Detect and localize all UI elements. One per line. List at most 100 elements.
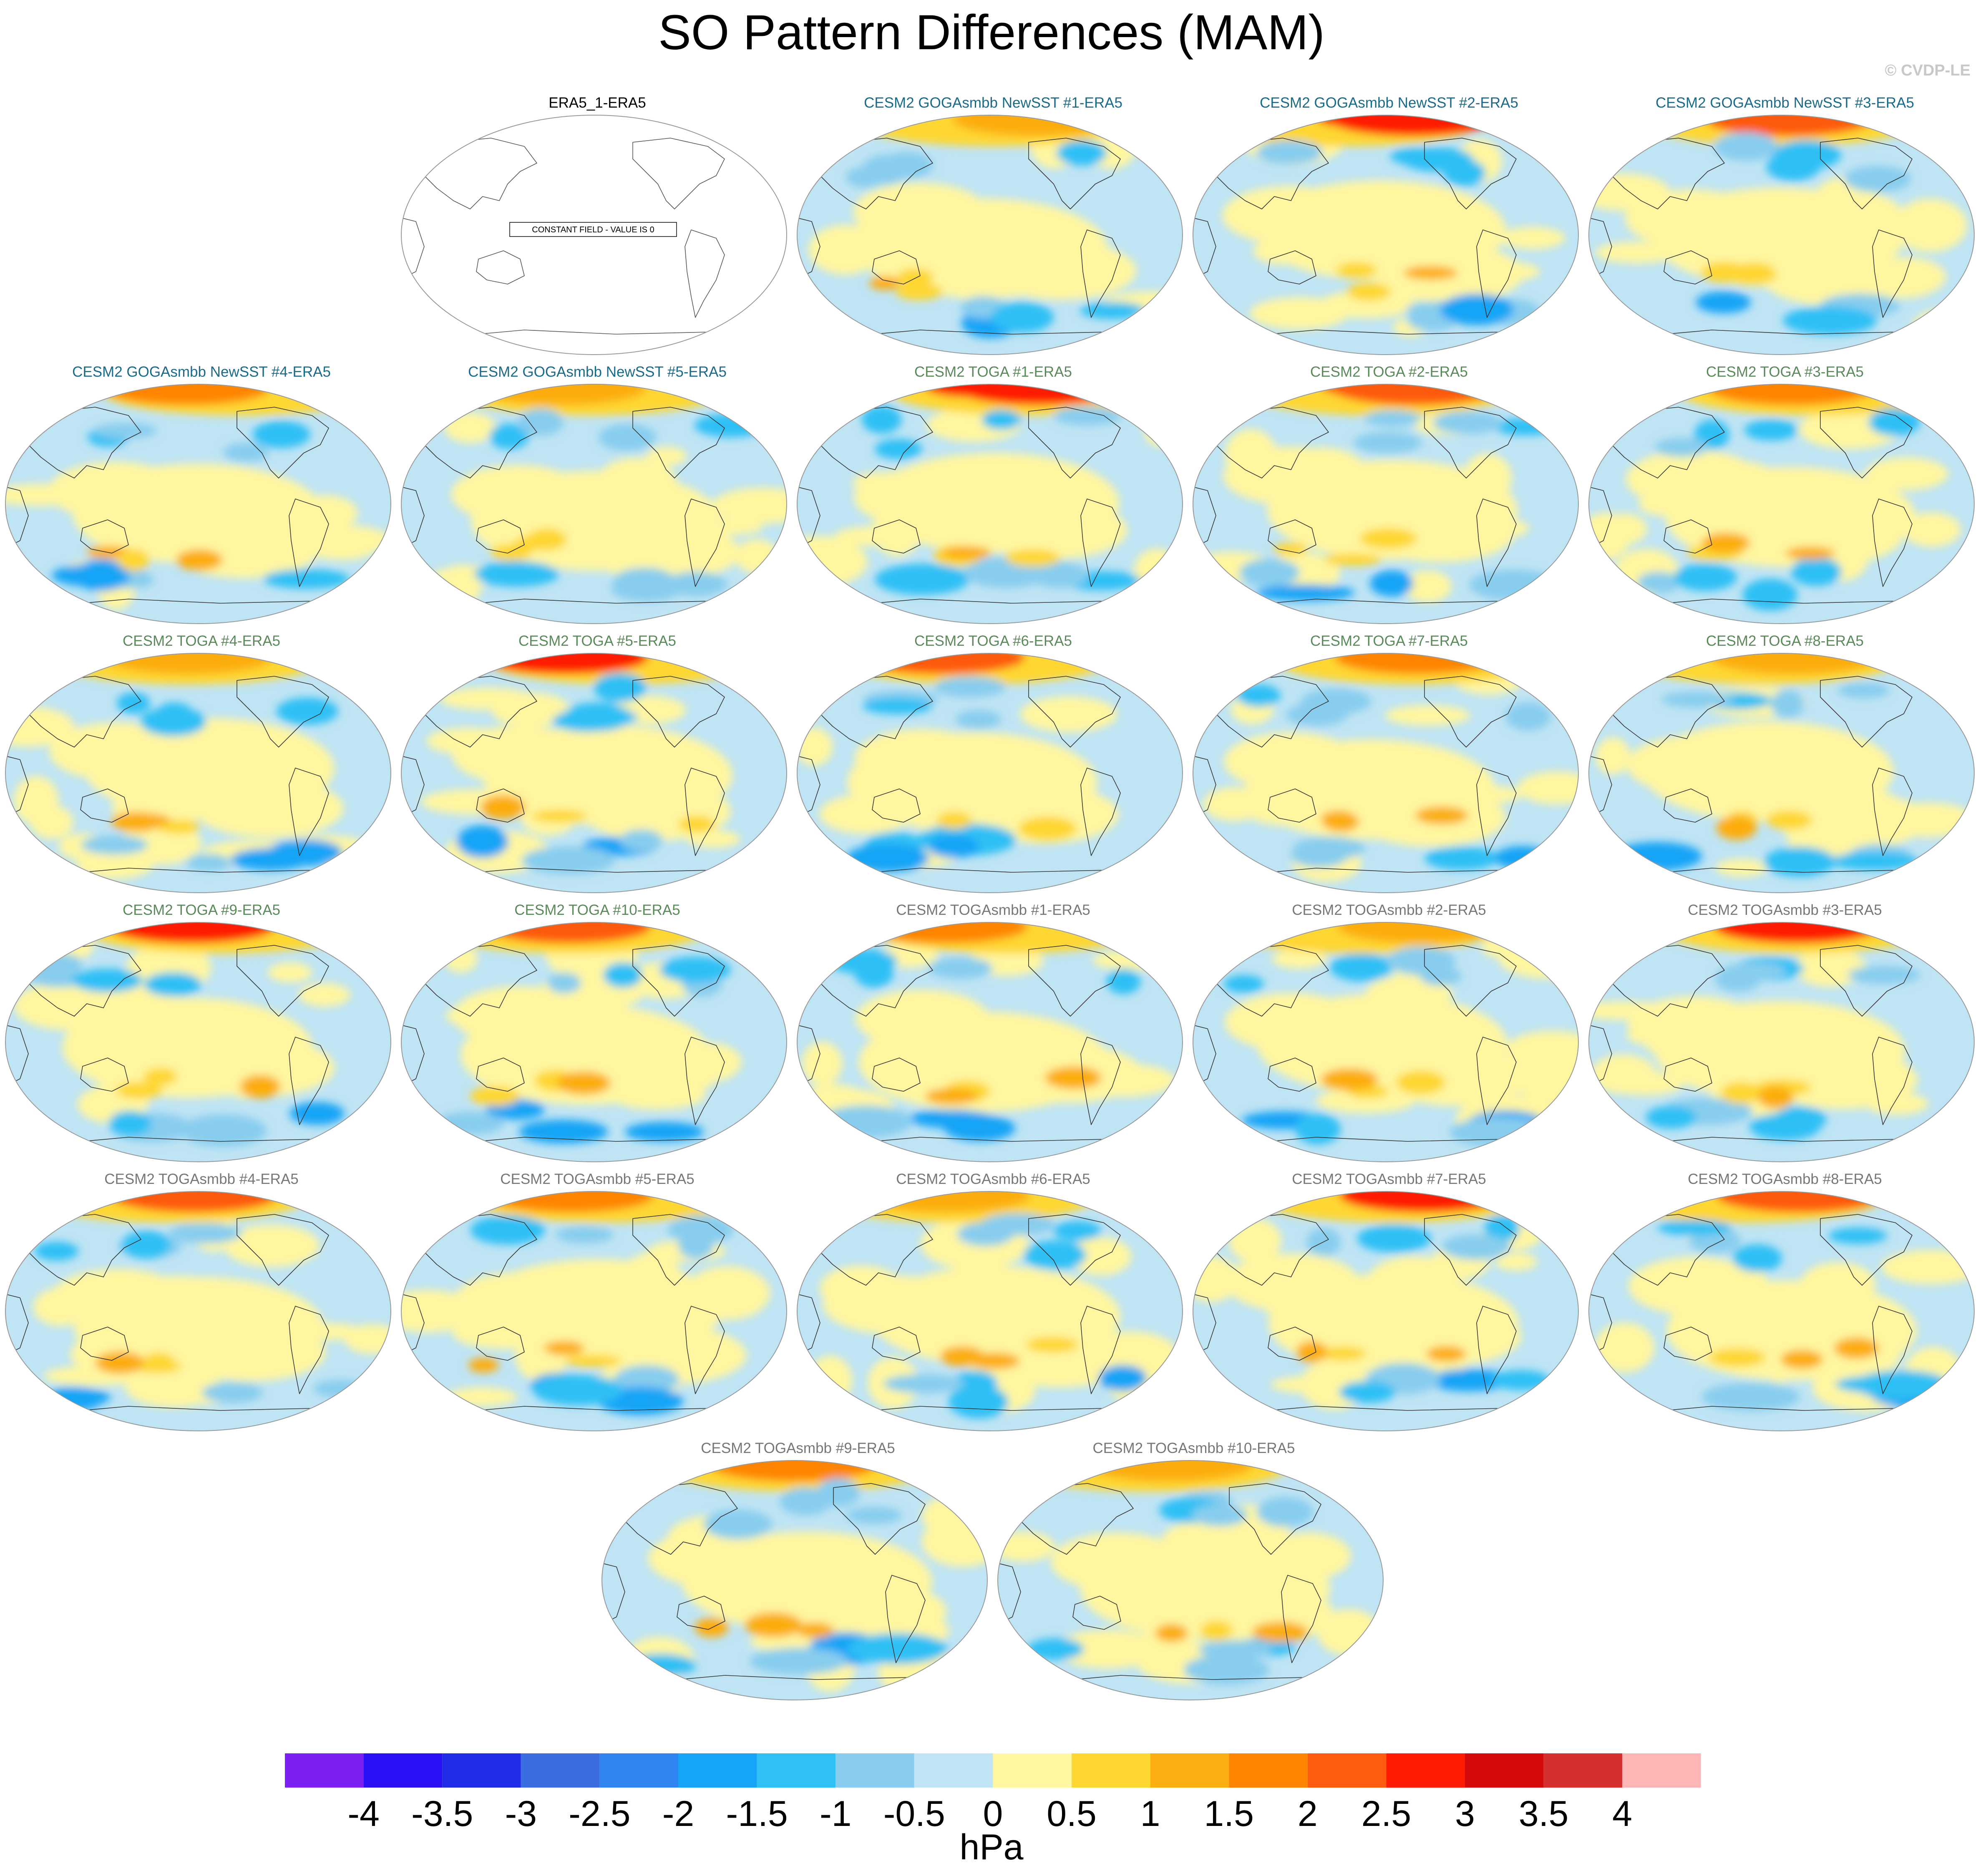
anomaly-contour bbox=[240, 1075, 281, 1099]
anomaly-contour bbox=[313, 1380, 367, 1398]
anomaly-contour bbox=[1762, 1335, 1798, 1383]
world-map bbox=[1588, 1191, 1975, 1431]
map-panel: CESM2 TOGAsmbb #1-ERA5 bbox=[795, 901, 1191, 1168]
anomaly-contour bbox=[1800, 1262, 1876, 1307]
anomaly-contour bbox=[453, 1272, 587, 1331]
constant-field-label: CONSTANT FIELD - VALUE IS 0 bbox=[509, 222, 677, 237]
anomaly-contour bbox=[1881, 1250, 1974, 1284]
anomaly-contour bbox=[1203, 787, 1266, 821]
anomaly-contour bbox=[1444, 159, 1486, 186]
anomaly-contour bbox=[223, 443, 269, 462]
anomaly-contour bbox=[544, 1341, 585, 1355]
anomaly-contour bbox=[1469, 786, 1522, 803]
watermark: © CVDP-LE bbox=[1885, 62, 1970, 79]
map-border bbox=[5, 922, 391, 1162]
anomaly-contour bbox=[735, 539, 779, 574]
anomaly-contour bbox=[678, 816, 715, 833]
map-panel: CESM2 TOGA #6-ERA5 bbox=[795, 632, 1191, 899]
anomaly-contour bbox=[1720, 1264, 1767, 1302]
anomaly-contour bbox=[846, 1506, 902, 1524]
anomaly-contour bbox=[1626, 1026, 1706, 1047]
map-panel: CESM2 TOGAsmbb #8-ERA5 bbox=[1587, 1170, 1983, 1437]
map-panel: CESM2 TOGA #2-ERA5 bbox=[1191, 363, 1587, 630]
panel-title: CESM2 TOGA #3-ERA5 bbox=[1706, 364, 1864, 380]
panel-title: CESM2 GOGAsmbb NewSST #1-ERA5 bbox=[864, 95, 1122, 111]
anomaly-contour bbox=[712, 487, 787, 524]
anomaly-contour bbox=[1293, 836, 1366, 860]
panel-title: CESM2 TOGA #8-ERA5 bbox=[1706, 633, 1864, 649]
anomaly-contour bbox=[1357, 1224, 1431, 1253]
map-panel: CESM2 TOGA #3-ERA5 bbox=[1587, 363, 1983, 630]
anomaly-contour bbox=[677, 519, 763, 536]
anomaly-contour bbox=[1701, 1382, 1800, 1411]
map-border bbox=[797, 922, 1183, 1162]
colorbar-swatch bbox=[993, 1753, 1072, 1788]
anomaly-contour bbox=[990, 771, 1029, 807]
anomaly-contour bbox=[1198, 1640, 1273, 1659]
anomaly-contour bbox=[981, 1213, 1055, 1236]
anomaly-contour bbox=[1256, 1497, 1314, 1527]
constant-field-text: CONSTANT FIELD - VALUE IS 0 bbox=[532, 225, 654, 234]
anomaly-contour bbox=[1595, 242, 1679, 264]
anomaly-contour bbox=[479, 384, 646, 405]
anomaly-contour bbox=[121, 1231, 171, 1259]
anomaly-contour bbox=[1848, 965, 1920, 985]
anomaly-contour bbox=[1053, 1221, 1102, 1241]
map-border bbox=[1588, 115, 1975, 355]
map-panel: CESM2 TOGAsmbb #2-ERA5 bbox=[1191, 901, 1587, 1168]
anomaly-contour bbox=[1144, 413, 1178, 447]
anomaly-contour bbox=[1637, 572, 1680, 594]
anomaly-contour bbox=[855, 227, 924, 248]
anomaly-contour bbox=[1225, 993, 1359, 1052]
anomaly-contour bbox=[1295, 1113, 1341, 1145]
anomaly-contour bbox=[1903, 512, 1961, 547]
map-border bbox=[997, 1460, 1384, 1700]
map-border bbox=[797, 115, 1183, 355]
world-map bbox=[1588, 115, 1975, 355]
anomaly-contour bbox=[1367, 1256, 1459, 1306]
world-map bbox=[1193, 384, 1579, 624]
anomaly-contour bbox=[1337, 922, 1504, 943]
anomaly-contour bbox=[1484, 1215, 1520, 1242]
anomaly-contour bbox=[1426, 1346, 1466, 1362]
anomaly-contour bbox=[108, 1110, 151, 1136]
anomaly-contour bbox=[456, 825, 508, 858]
anomaly-contour bbox=[941, 260, 1007, 300]
map-border bbox=[1588, 1191, 1975, 1431]
world-map bbox=[1193, 922, 1579, 1162]
anomaly-contour bbox=[142, 922, 234, 935]
colorbar-swatch bbox=[1072, 1753, 1150, 1788]
map-panel: CESM2 TOGA #9-ERA5 bbox=[3, 901, 400, 1168]
panel-title: CESM2 GOGAsmbb NewSST #2-ERA5 bbox=[1260, 95, 1518, 111]
anomaly-contour bbox=[603, 962, 642, 988]
anomaly-contour bbox=[452, 1316, 556, 1349]
world-map bbox=[5, 384, 391, 624]
anomaly-contour bbox=[928, 834, 979, 859]
anomaly-contour bbox=[931, 653, 1023, 666]
anomaly-contour bbox=[1785, 546, 1835, 560]
panel-title: CESM2 TOGA #7-ERA5 bbox=[1310, 633, 1468, 649]
anomaly-contour bbox=[474, 561, 559, 587]
anomaly-contour bbox=[1732, 1244, 1782, 1272]
anomaly-contour bbox=[1655, 438, 1709, 457]
anomaly-contour bbox=[299, 525, 391, 555]
anomaly-contour bbox=[557, 1071, 611, 1095]
anomaly-contour bbox=[480, 795, 526, 819]
anomaly-contour bbox=[626, 1654, 696, 1677]
anomaly-contour bbox=[1505, 702, 1551, 731]
anomaly-contour bbox=[1774, 751, 1829, 773]
colorbar-swatch bbox=[1386, 1753, 1465, 1788]
colorbar-swatch bbox=[1465, 1753, 1544, 1788]
anomaly-contour bbox=[116, 692, 151, 714]
map-border bbox=[1193, 922, 1579, 1162]
anomaly-contour bbox=[1252, 1622, 1309, 1642]
anomaly-contour bbox=[968, 468, 1045, 493]
anomaly-contour bbox=[925, 1088, 978, 1105]
anomaly-contour bbox=[940, 1346, 985, 1367]
panel-title: CESM2 TOGA #10-ERA5 bbox=[514, 902, 680, 918]
anomaly-contour bbox=[1353, 432, 1422, 453]
anomaly-contour bbox=[533, 1374, 623, 1406]
world-map bbox=[401, 922, 787, 1162]
anomaly-contour bbox=[1286, 703, 1348, 726]
map-panel: ERA5_1-ERA5 CONSTANT FIELD - VALUE IS 0 bbox=[399, 94, 795, 361]
